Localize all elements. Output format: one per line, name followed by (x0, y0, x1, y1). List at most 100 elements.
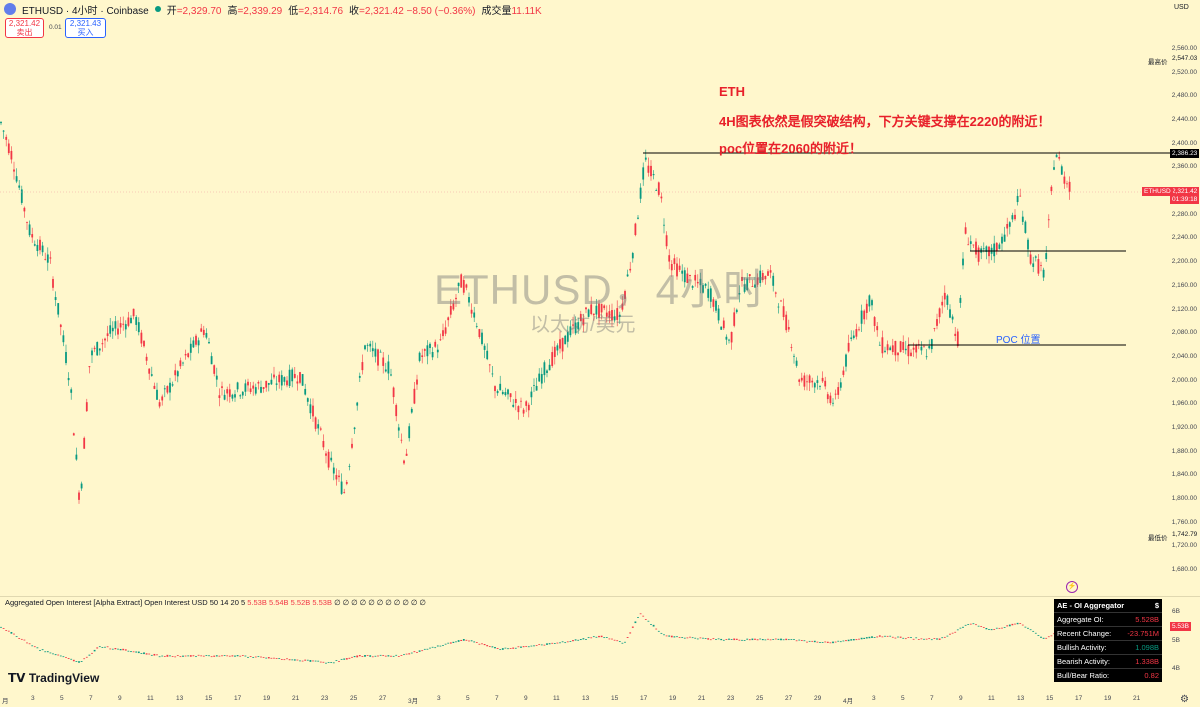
candle-body (213, 365, 216, 374)
candle-body (967, 244, 970, 246)
oi-bar (837, 640, 840, 642)
sell-button[interactable]: 2,321.42 卖出 (5, 18, 44, 38)
price-chart[interactable] (0, 0, 1170, 595)
oi-bar (574, 639, 577, 641)
oi-bar (280, 659, 283, 660)
candle-body (143, 340, 145, 347)
candle-body (985, 246, 988, 253)
candle-body (982, 248, 985, 250)
price-axis[interactable]: 2,560.00 2,520.00 2,480.00 2,440.00 2,400.00… (1170, 0, 1200, 595)
oi-bar (540, 644, 543, 646)
candle-body (1045, 253, 1048, 260)
oi-bar (486, 645, 489, 647)
time-tick: 15 (1046, 695, 1054, 702)
candle-body (1034, 256, 1037, 258)
candle-body (730, 331, 733, 343)
oi-bar (124, 649, 127, 651)
candle-body (930, 339, 933, 350)
oi-bar (587, 637, 590, 639)
candle-body (384, 369, 387, 372)
oi-bar (325, 662, 327, 664)
oi-bar (153, 653, 156, 656)
indicator-name[interactable]: Aggregated Open Interest [Alpha Extract]… (5, 598, 246, 607)
candle-body (1047, 219, 1050, 221)
candle-body (338, 475, 340, 478)
oi-bar (377, 655, 379, 657)
candle-body (800, 377, 803, 381)
time-tick: 3 (872, 695, 876, 702)
candle-body (468, 297, 470, 303)
oi-bar (689, 636, 691, 638)
candle-body (109, 325, 112, 334)
candle-body (135, 317, 138, 325)
candle-body (709, 288, 712, 302)
oi-bar (182, 655, 184, 657)
oi-bar (114, 648, 117, 650)
candle-body (673, 258, 676, 265)
oi-bar (465, 639, 468, 641)
candle-body (774, 292, 777, 294)
candle-body (962, 258, 964, 266)
candle-body (184, 354, 187, 356)
volume-label: 成交量 (481, 5, 512, 17)
candle-body (751, 286, 754, 288)
lightning-icon[interactable]: ⚡ (1066, 581, 1078, 593)
candle-body (465, 284, 468, 288)
candle-body (358, 375, 361, 378)
candle-body (707, 288, 710, 298)
oi-bar (826, 641, 829, 643)
candle-body (132, 308, 135, 317)
oi-bar (777, 638, 780, 640)
oi-bar (171, 655, 174, 657)
oi-bar (530, 645, 533, 647)
oi-bar (496, 648, 499, 650)
candle-body (631, 253, 634, 259)
time-tick: 21 (292, 695, 300, 702)
tradingview-logo[interactable]: 𝗧𝗩 TradingView (8, 671, 99, 685)
last-price-tag: 2,321.42 (1170, 187, 1200, 196)
oi-bar (343, 658, 346, 660)
candle-body (408, 426, 411, 439)
time-tick: 29 (814, 695, 822, 702)
candle-body (977, 247, 980, 262)
candle-body (70, 389, 73, 393)
oi-bar (873, 637, 876, 638)
oi-bar (514, 647, 517, 649)
candle-body (1058, 157, 1061, 159)
candle-body (59, 324, 62, 328)
time-tick: 25 (756, 695, 764, 702)
oi-bar (473, 641, 476, 643)
oi-bar (538, 644, 541, 646)
oi-bar (379, 654, 382, 656)
candle-body (369, 343, 372, 347)
price-tick: 2,440.00 (1171, 116, 1197, 124)
oi-bar (746, 638, 749, 640)
open-interest-chart[interactable] (0, 600, 1170, 692)
candle-body (686, 273, 689, 284)
candle-body (928, 346, 931, 349)
oi-bar (751, 638, 754, 641)
candle-body (101, 343, 104, 345)
candle-body (899, 341, 902, 352)
logo-text: TradingView (28, 671, 100, 685)
time-tick: 11 (988, 695, 995, 702)
candle-body (543, 362, 546, 376)
oi-bar (1006, 625, 1009, 627)
gear-icon[interactable]: ⚙ (1180, 694, 1189, 705)
pane-divider[interactable] (0, 596, 1200, 597)
candle-body (522, 409, 525, 414)
oi-bar (226, 655, 229, 657)
candle-body (260, 386, 262, 393)
oi-bar (904, 638, 907, 640)
candle-body (681, 270, 684, 274)
symbol-title[interactable]: ETHUSD · 4小时 · Coinbase (22, 5, 149, 17)
oi-bar (923, 638, 925, 640)
buy-button[interactable]: 2,321.43 买入 (65, 18, 106, 38)
oi-bar (418, 650, 421, 652)
candle-body (995, 242, 998, 252)
candle-body (878, 344, 881, 346)
time-tick: 19 (669, 695, 677, 702)
time-axis[interactable]: 月 3 5 7 9 11 13 15 17 19 21 23 25 27 3月 3 5 7 9 11 13 15 17 19 2… (0, 693, 1170, 707)
candle-body (624, 291, 626, 299)
oi-bar (384, 655, 387, 657)
